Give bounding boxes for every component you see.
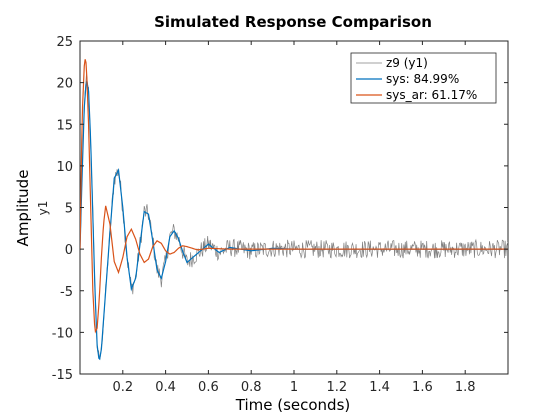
y-tick-label: 20 bbox=[56, 77, 73, 92]
chart-title: Simulated Response Comparison bbox=[154, 13, 432, 31]
y-tick-label: 15 bbox=[56, 118, 73, 133]
ticks-layer: 0.2 0.4 0.6 0.8 1 1.2 1.4 1.6 1.8 -15 -10 -5 0 5 10 15 2… bbox=[52, 35, 508, 395]
x-tick-label: 0.6 bbox=[198, 380, 219, 395]
legend-entry: sys_ar: 61.17% bbox=[386, 88, 477, 102]
x-tick-label: 0.4 bbox=[155, 380, 176, 395]
series-line-2 bbox=[80, 59, 508, 334]
x-tick-label: 1.6 bbox=[412, 380, 433, 395]
x-tick-label: 0.8 bbox=[241, 380, 262, 395]
y-tick-label: 10 bbox=[56, 160, 73, 175]
y-tick-label: -10 bbox=[52, 326, 73, 341]
y-tick-label: 0 bbox=[65, 243, 73, 258]
legend-entry: sys: 84.99% bbox=[386, 72, 459, 86]
x-tick-label: 1.2 bbox=[326, 380, 347, 395]
y-tick-label: 25 bbox=[56, 35, 73, 50]
y-tick-label: -5 bbox=[60, 285, 73, 300]
series-layer bbox=[80, 59, 508, 361]
x-tick-label: 0.2 bbox=[112, 380, 133, 395]
y-axis-label: Amplitude bbox=[14, 170, 32, 247]
legend-entry: z9 (y1) bbox=[386, 56, 428, 70]
x-tick-label: 1.4 bbox=[369, 380, 390, 395]
x-axis-label: Time (seconds) bbox=[235, 396, 351, 414]
y-tick-label: 5 bbox=[65, 202, 73, 217]
legend: z9 (y1) sys: 84.99% sys_ar: 61.17% bbox=[350, 52, 497, 104]
x-tick-label: 1 bbox=[290, 380, 298, 395]
x-tick-label: 1.8 bbox=[455, 380, 476, 395]
channel-label: y1 bbox=[36, 201, 50, 216]
y-tick-label: -15 bbox=[52, 368, 73, 383]
